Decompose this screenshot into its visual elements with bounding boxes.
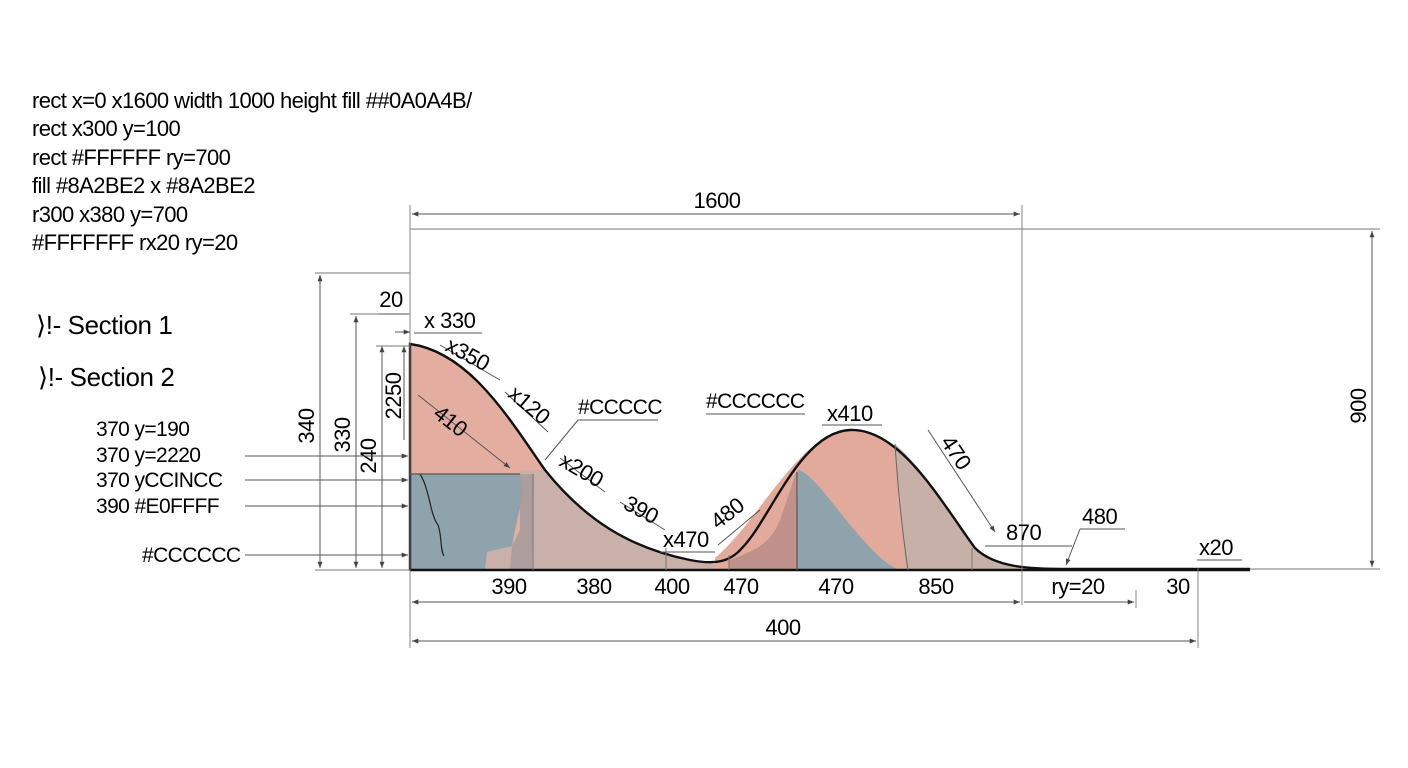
label-480-right: 480: [1082, 504, 1117, 529]
callout-2: 370 y=2220: [96, 444, 200, 467]
dim-corner-gap: 20: [379, 287, 403, 312]
baseline-label-380: 380: [576, 574, 611, 599]
inner-contour-left: [419, 473, 445, 557]
left-slate-block: [410, 474, 524, 570]
baseline-label-470a: 470: [723, 574, 758, 599]
left-taupe-region: [485, 470, 760, 570]
baseline-label-400: 400: [654, 574, 689, 599]
note-line-6: #FFFFFFF rx20 ry=20: [32, 230, 238, 255]
note-line-3: rect #FFFFFF ry=700: [32, 145, 231, 170]
label-color-cccccc: #CCCCCC: [706, 390, 805, 413]
label-x20: x20: [1199, 535, 1233, 560]
label-x330: x 330: [424, 308, 476, 333]
callout-1: 370 y=190: [96, 418, 189, 441]
label-color-cccc: #CCCCC: [578, 396, 662, 419]
baseline-label-390: 390: [491, 574, 526, 599]
note-line-5: r300 x380 y=700: [32, 202, 188, 227]
dim-bottom-total: 400: [765, 615, 800, 640]
right-peak-inner-bump: [728, 470, 797, 570]
section-1-label: ⟩!- Section 1: [36, 310, 172, 340]
baseline-label-ry20: ry=20: [1051, 574, 1104, 599]
left-peak-fills: [410, 344, 760, 570]
notes-block: rect x=0 x1600 width 1000 height fill ##…: [32, 88, 474, 255]
divider-curve-6: [894, 443, 909, 571]
right-dimension: 900: [1250, 231, 1380, 570]
right-peak-fills: [715, 429, 1040, 570]
dim-left-inner-b: 2250: [381, 372, 406, 419]
label-870: 870: [1006, 520, 1041, 545]
label-x410: x410: [827, 401, 873, 426]
callout-3: 370 yCCINCC: [96, 469, 223, 492]
left-slate-right-strip: [510, 474, 534, 570]
profile-outline: [408, 342, 1250, 571]
label-390: 390: [620, 490, 663, 529]
note-line-4: fill #8A2BE2 x #8A2BE2: [32, 173, 255, 198]
dim-right-height: 900: [1346, 388, 1371, 423]
dim-top-width: 1600: [694, 188, 741, 213]
baseline-labels: 390 380 400 470 470 850 ry=20 30: [491, 574, 1190, 599]
left-dimensions: 340 330 240 2250 20: [294, 272, 410, 571]
callouts-block: 370 y=190 370 y=2220 370 yCCINCC 390 #E0…: [96, 418, 408, 567]
baseline-label-470b: 470: [818, 574, 853, 599]
right-peak-slate-region: [797, 470, 900, 570]
label-480: 480: [706, 492, 749, 534]
section-2-label: ⟩!- Section 2: [38, 362, 174, 392]
note-line-1: rect x=0 x1600 width 1000 height fill ##…: [32, 88, 473, 113]
callout-5: #CCCCCC: [142, 544, 241, 567]
right-peak-taupe-region: [895, 444, 1040, 570]
callout-4: 390 #E0FFFF: [96, 495, 219, 518]
baseline-label-850: 850: [918, 574, 953, 599]
label-x200: x200: [556, 448, 608, 493]
label-470: 470: [936, 431, 977, 474]
dim-left-outer: 340: [294, 408, 319, 443]
top-dimension: 1600: [409, 188, 1380, 605]
bottom-dimensions: 400: [409, 568, 1199, 648]
label-x470: x470: [663, 527, 709, 552]
dim-left-mid: 330: [330, 417, 355, 452]
baseline-label-30: 30: [1166, 574, 1190, 599]
sections-block: ⟩!- Section 1 ⟩!- Section 2: [36, 310, 175, 392]
note-line-2: rect x300 y=100: [32, 116, 181, 141]
